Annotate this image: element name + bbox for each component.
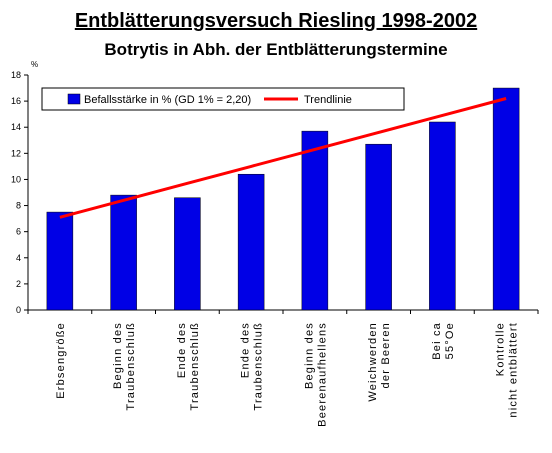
x-category-label-line: nicht entblättert	[508, 322, 520, 418]
bar	[174, 197, 201, 311]
x-category-label: Beginn des Beerenaufhellens	[303, 322, 328, 427]
bar	[237, 173, 265, 311]
legend: Befallsstärke in % (GD 1% = 2,20) Trendl…	[41, 87, 405, 111]
x-category-label-line: Traubenschluß	[189, 322, 201, 411]
x-category-label: Erbsengröße	[55, 322, 67, 399]
legend-label-bars: Befallsstärke in % (GD 1% = 2,20)	[84, 94, 251, 106]
legend-swatch-bars	[67, 93, 81, 105]
chart-title: Entblätterungsversuch Riesling 1998-2002	[74, 10, 478, 32]
x-category-label-line: Beerenaufhellens	[316, 322, 328, 427]
bar	[365, 143, 392, 311]
y-tick-label: 10	[11, 174, 21, 184]
bar	[46, 211, 74, 311]
x-category-label-line: Beginn des	[112, 322, 124, 389]
y-tick-label: 4	[16, 253, 21, 263]
bar	[429, 121, 456, 311]
x-category-label: Beginn des Traubenschluß	[112, 322, 137, 411]
x-category-label-line: Erbsengröße	[55, 322, 67, 399]
y-axis-unit: %	[31, 60, 38, 69]
x-category-label-line: Ende des	[240, 322, 252, 378]
y-tick-label: 16	[11, 96, 21, 106]
bar	[492, 87, 520, 311]
x-category-label: Kontrolle nicht entblättert	[495, 322, 520, 418]
x-category-label-line: Beginn des	[303, 322, 315, 389]
legend-label-trendline: Trendlinie	[304, 94, 352, 106]
chart-subtitle: Botrytis in Abh. der Entblätterungstermi…	[104, 40, 448, 59]
x-category-label-line: Traubenschluß	[125, 322, 137, 411]
x-category-label: Weichwerden der Beeren	[367, 322, 392, 402]
y-tick-label: 8	[16, 201, 21, 211]
x-category-label-line: Bei ca	[431, 322, 443, 360]
y-tick-label: 6	[16, 227, 21, 237]
x-category-label-line: 55°Oe	[444, 322, 456, 359]
y-tick-label: 0	[16, 305, 21, 315]
x-category-label-line: Ende des	[176, 322, 188, 378]
trendline	[59, 97, 507, 219]
x-category-label-line: Kontrolle	[495, 322, 507, 376]
x-category-label-line: Weichwerden	[367, 322, 379, 402]
y-tick-label: 2	[16, 279, 21, 289]
legend-box	[41, 87, 405, 111]
y-tick-label: 18	[11, 70, 21, 80]
y-tick-label: 14	[11, 122, 21, 132]
x-category-label: Ende des Traubenschluß	[240, 322, 265, 411]
x-category-label-line: Traubenschluß	[253, 322, 265, 411]
x-category-label: Bei ca 55°Oe	[431, 322, 456, 360]
x-category-label: Ende des Traubenschluß	[176, 322, 201, 411]
y-tick-label: 12	[11, 148, 21, 158]
x-category-label-line: der Beeren	[380, 322, 392, 388]
bar	[301, 130, 329, 311]
bar	[110, 194, 137, 311]
